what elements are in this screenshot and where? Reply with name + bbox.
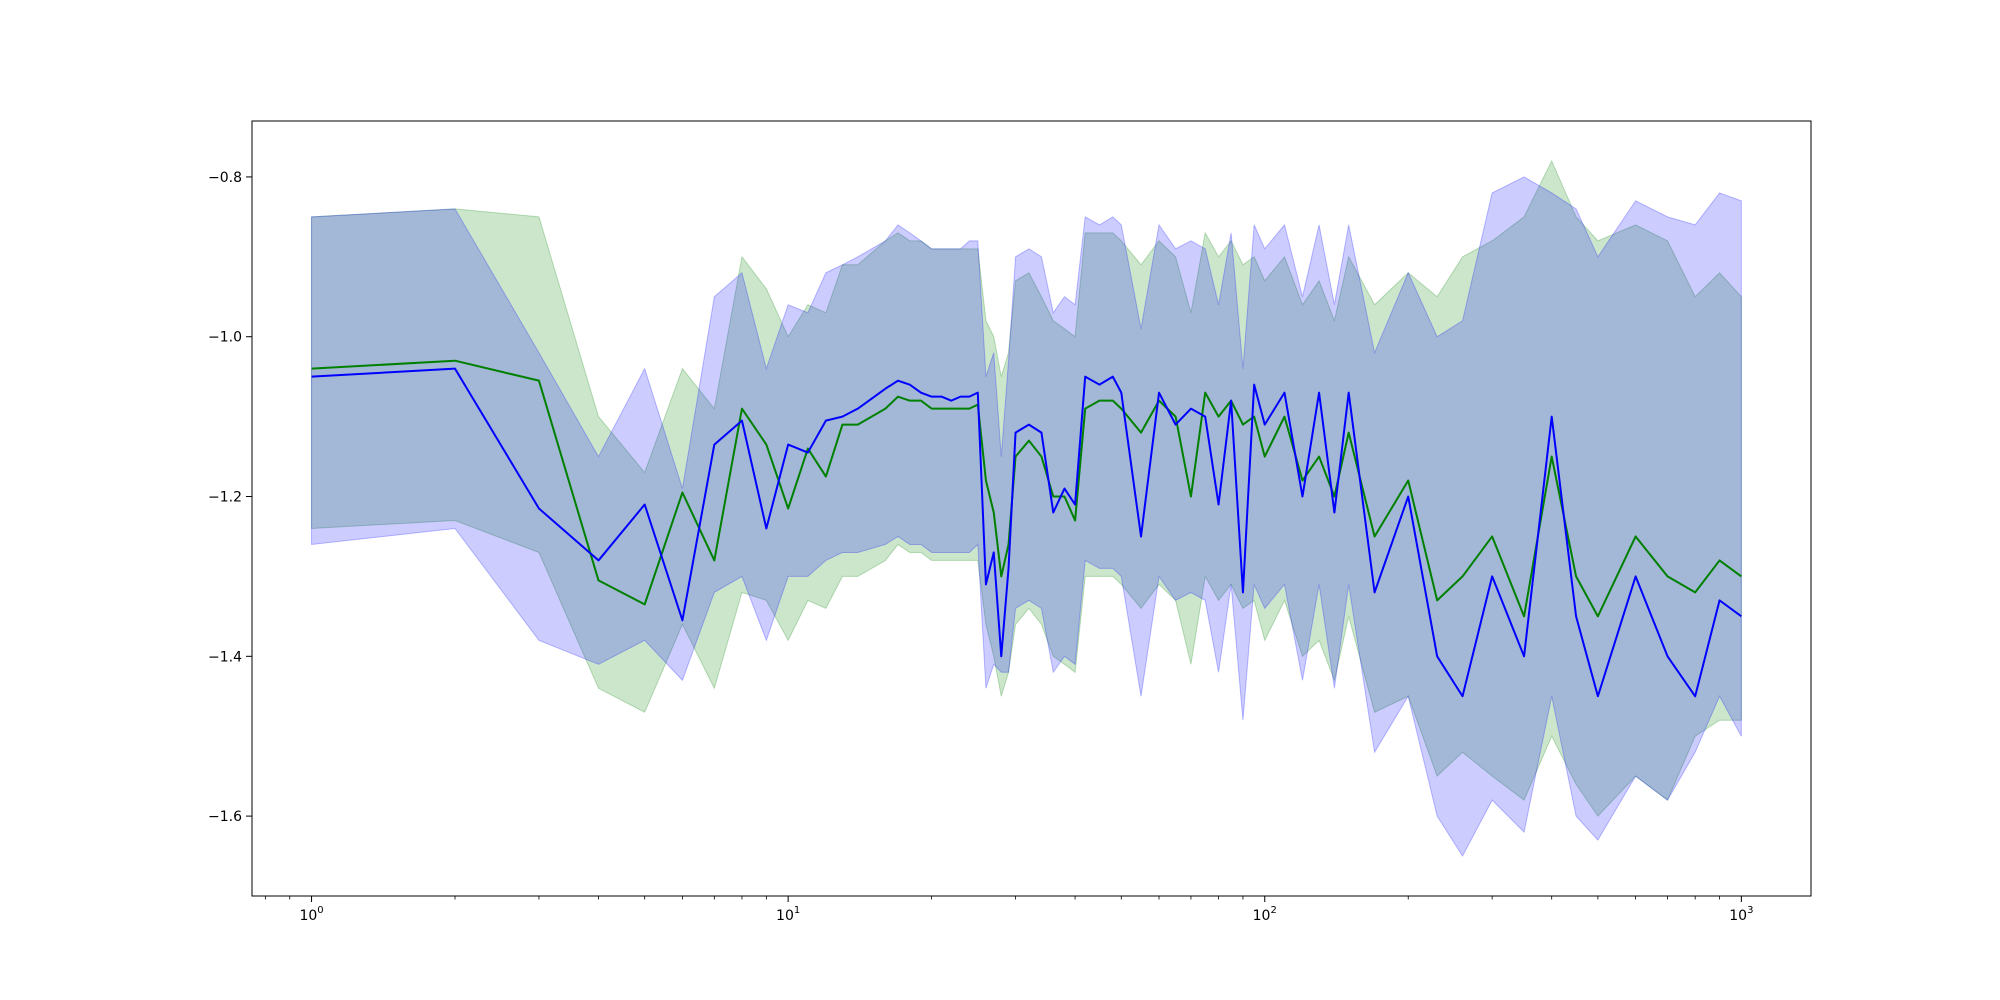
y-tick-label: −1.4 — [208, 649, 242, 665]
series-lines — [311, 359, 1742, 698]
plot-area-frame — [251, 120, 1812, 897]
series-0-line — [311, 359, 1742, 618]
y-tick-label: −1.6 — [208, 809, 242, 825]
y-tick-label: −0.8 — [208, 170, 242, 186]
x-tick-label: 100 — [299, 905, 323, 924]
y-tick-label: −1.2 — [208, 490, 242, 506]
x-tick-label: 103 — [1729, 905, 1753, 924]
y-tick-label: −1.0 — [208, 330, 242, 346]
series-1-band — [311, 176, 1742, 858]
confidence-bands — [311, 159, 1742, 858]
x-tick-label: 101 — [776, 905, 800, 924]
y-axis: −0.8 −1.0 −1.2 −1.4 −1.6 — [208, 170, 252, 825]
series-0-band — [311, 159, 1742, 817]
x-tick-label: 102 — [1253, 905, 1277, 924]
series-1-line — [311, 367, 1742, 698]
x-axis: 100 101 102 103 — [264, 896, 1753, 924]
